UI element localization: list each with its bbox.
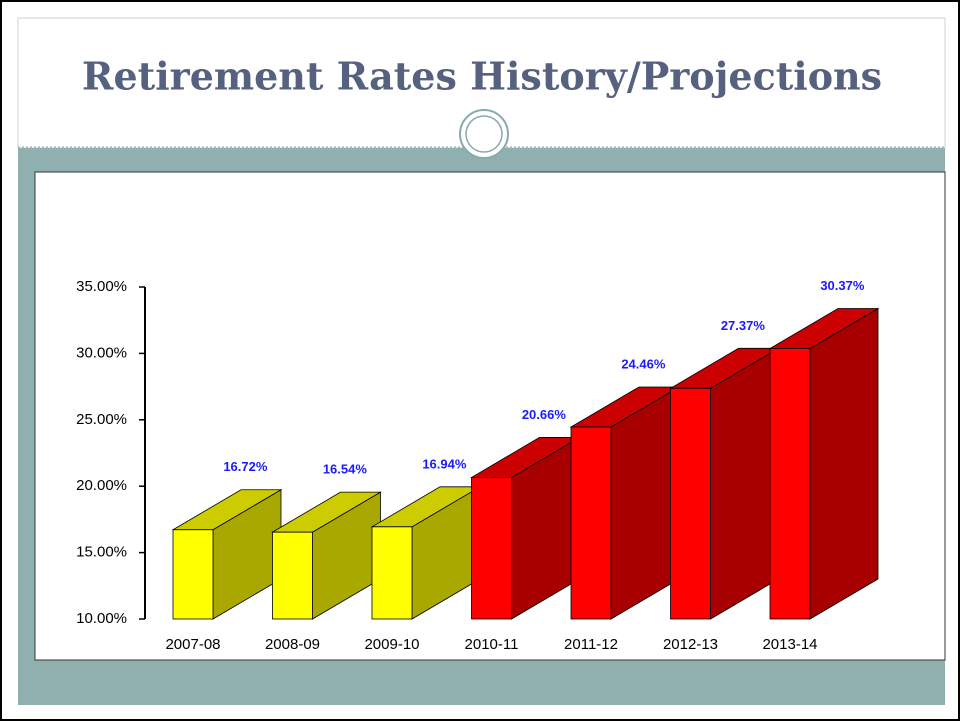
chart-title: Retirement Rates History/Projections (82, 54, 882, 99)
bar (272, 531, 313, 620)
y-tick-label: 20.00% (76, 477, 127, 494)
x-tick-label: 2010-11 (465, 636, 519, 653)
x-tick-label: 2007-08 (165, 636, 220, 653)
x-tick-label: 2013-14 (762, 636, 817, 653)
x-tick-label: 2012-13 (663, 636, 718, 653)
y-tick-label: 35.00% (76, 278, 127, 295)
value-label: 27.37% (721, 318, 766, 333)
value-label: 24.46% (621, 356, 666, 371)
bar (471, 477, 512, 620)
value-label: 30.37% (820, 278, 865, 293)
value-label: 16.54% (323, 462, 368, 477)
y-tick-label: 30.00% (76, 344, 127, 361)
bar (570, 426, 612, 620)
bar-side (809, 307, 879, 620)
x-tick-label: 2011-12 (564, 636, 618, 653)
y-tick-label: 15.00% (76, 544, 127, 561)
y-tick-label: 25.00% (76, 411, 127, 428)
x-tick-label: 2009-10 (364, 636, 419, 653)
y-tick-label: 10.00% (76, 610, 127, 627)
bar (371, 526, 413, 620)
value-label: 16.72% (223, 459, 268, 474)
x-tick-label: 2008-09 (265, 636, 320, 653)
bar (769, 348, 811, 620)
bar-side (610, 386, 680, 620)
value-label: 16.94% (422, 456, 467, 471)
ornament-inner (465, 115, 503, 153)
bar (670, 387, 711, 620)
bar-side (710, 347, 779, 620)
bar (172, 529, 214, 620)
value-label: 20.66% (522, 407, 567, 422)
